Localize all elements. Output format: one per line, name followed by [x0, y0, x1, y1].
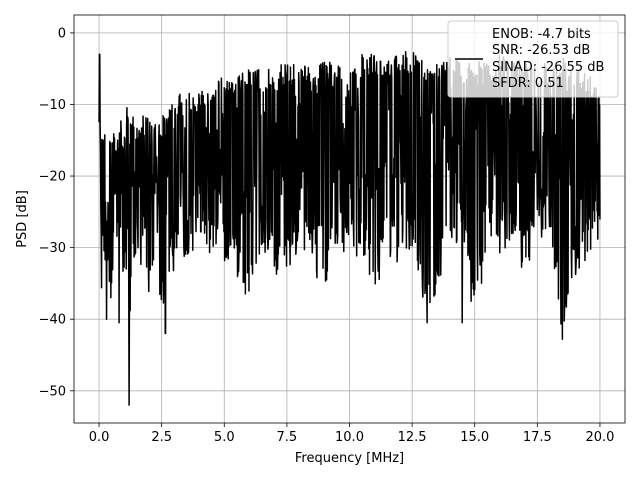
y-tick-label: −20	[39, 170, 66, 185]
legend-entry-sinad: SINAD: -26.55 dB	[492, 60, 604, 75]
x-axis-ticks: 0.0 2.5 5.0 7.5 10.0 12.5 15.0 17.5 20.0	[89, 423, 614, 445]
x-tick-label: 7.5	[277, 430, 298, 445]
psd-line	[98, 51, 601, 406]
y-axis-ticks: 0 −10 −20 −30 −40 −50	[39, 26, 74, 399]
x-tick-label: 17.5	[523, 430, 552, 445]
y-tick-label: −40	[39, 313, 66, 328]
x-tick-label: 2.5	[151, 430, 172, 445]
legend-entry-enob: ENOB: -4.7 bits	[492, 27, 591, 42]
x-tick-label: 15.0	[460, 430, 489, 445]
y-axis-label: PSD [dB]	[15, 190, 30, 248]
y-tick-label: −10	[39, 98, 66, 113]
x-axis-label: Frequency [MHz]	[295, 451, 404, 466]
x-tick-label: 12.5	[398, 430, 427, 445]
y-tick-label: −50	[39, 384, 66, 399]
x-tick-label: 5.0	[214, 430, 235, 445]
legend: ENOB: -4.7 bits SNR: -26.53 dB SINAD: -2…	[447, 20, 619, 98]
x-tick-label: 20.0	[585, 430, 614, 445]
x-tick-label: 10.0	[335, 430, 364, 445]
y-tick-label: 0	[58, 26, 66, 41]
series-psd	[98, 51, 601, 406]
x-tick-label: 0.0	[89, 430, 110, 445]
legend-entry-sfdr: SFDR: 0.51	[492, 76, 564, 91]
legend-entry-snr: SNR: -26.53 dB	[492, 43, 590, 58]
y-tick-label: −30	[39, 241, 66, 256]
legend-box	[447, 20, 619, 98]
